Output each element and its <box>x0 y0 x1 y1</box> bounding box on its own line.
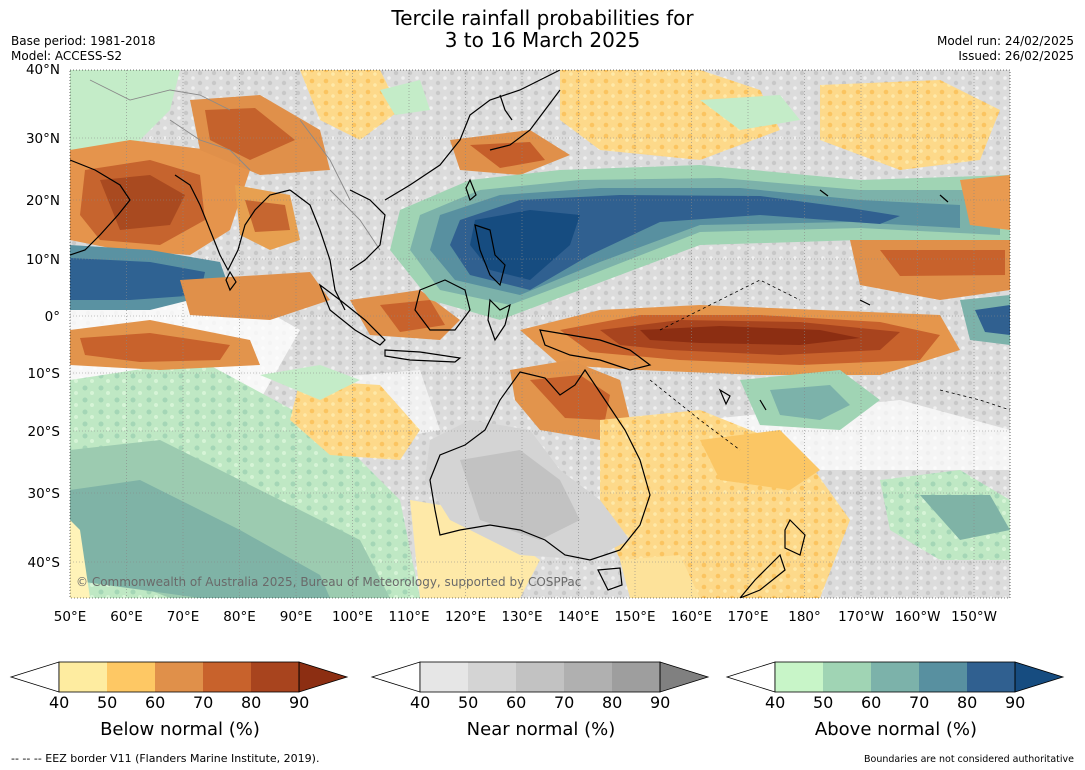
colorbar-tick: 50 <box>813 693 834 712</box>
lat-label: 40°S <box>28 555 61 571</box>
colorbar-tick: 50 <box>458 693 479 712</box>
colorbar-tick: 80 <box>957 693 978 712</box>
lon-label: 90°E <box>280 609 312 625</box>
colorbar-title: Near normal (%) <box>466 719 616 740</box>
lon-label: 130°E <box>501 609 542 625</box>
colorbar-segment <box>564 662 612 692</box>
colorbar-extend-high <box>659 661 710 693</box>
colorbar-above-normal <box>725 661 1065 693</box>
lon-label: 60°E <box>110 609 142 625</box>
colorbar-title: Above normal (%) <box>814 719 978 740</box>
colorbar-tick: 80 <box>241 693 262 712</box>
model-name: Model: ACCESS-S2 <box>11 49 123 63</box>
lat-label: 40°N <box>26 62 60 78</box>
colorbar-frame <box>774 661 1016 693</box>
colorbar-tick: 60 <box>861 693 882 712</box>
colorbar-segment <box>59 662 107 692</box>
copyright-text: © Commonwealth of Australia 2025, Bureau… <box>76 575 581 589</box>
eez-footnote: -- -- -- EEZ border V11 (Flanders Marine… <box>11 752 320 765</box>
colorbar-extend-high <box>1014 661 1065 693</box>
lat-label: 30°S <box>28 486 61 502</box>
colorbar-segment <box>612 662 660 692</box>
model-run: Model run: 24/02/2025 <box>936 34 1074 48</box>
colorbar-tick: 90 <box>1005 693 1026 712</box>
colorbar-tick: 40 <box>410 693 431 712</box>
lon-axis-labels: 50°E 60°E 70°E 80°E 90°E 100°E 110°E 120… <box>54 609 997 625</box>
colorbar-tick: 60 <box>145 693 166 712</box>
lat-label: 0° <box>45 309 60 325</box>
colorbar-segment <box>203 662 251 692</box>
colorbar-segment <box>251 662 299 692</box>
lat-axis-labels: 40°N 30°N 20°N 10°N 0° 10°S 20°S 30°S 40… <box>26 62 60 571</box>
lon-label: 160°E <box>671 609 712 625</box>
lon-label: 150°W <box>951 609 997 625</box>
colorbar-frame <box>58 661 300 693</box>
boundaries-disclaimer: Boundaries are not considered authoritat… <box>864 754 1074 765</box>
lon-label: 140°E <box>558 609 599 625</box>
lon-label: 180° <box>788 609 821 625</box>
colorbar-tick: 50 <box>97 693 118 712</box>
lon-label: 170°W <box>838 609 884 625</box>
colorbar-tick: 40 <box>49 693 70 712</box>
lon-label: 120°E <box>445 609 486 625</box>
lon-label: 170°E <box>727 609 768 625</box>
probability-field <box>70 70 1010 598</box>
colorbar-tick: 90 <box>650 693 671 712</box>
colorbar-segment <box>468 662 516 692</box>
colorbar-title: Below normal (%) <box>100 719 260 740</box>
lon-label: 50°E <box>54 609 86 625</box>
lat-label: 20°S <box>28 424 61 440</box>
lon-label: 100°E <box>332 609 373 625</box>
lon-label: 70°E <box>167 609 199 625</box>
lon-label: 160°W <box>895 609 941 625</box>
colorbar-extend-low <box>9 661 60 693</box>
colorbar-extend-low <box>725 661 776 693</box>
colorbar-tick: 70 <box>909 693 930 712</box>
colorbar-segment <box>107 662 155 692</box>
lat-label: 30°N <box>26 131 60 147</box>
colorbar-near-normal <box>370 661 710 693</box>
colorbar-tick: 70 <box>554 693 575 712</box>
colorbar-segment <box>967 662 1015 692</box>
lat-label: 10°S <box>28 366 61 382</box>
lon-label: 110°E <box>388 609 429 625</box>
colorbar-below-normal <box>9 661 349 693</box>
base-period: Base period: 1981-2018 <box>11 34 156 48</box>
colorbar-tick: 80 <box>602 693 623 712</box>
colorbar-tick: 70 <box>193 693 214 712</box>
colorbar-tick: 60 <box>506 693 527 712</box>
colorbar-segment <box>871 662 919 692</box>
colorbar-segment <box>155 662 203 692</box>
colorbar-segment <box>516 662 564 692</box>
lon-label: 80°E <box>223 609 255 625</box>
colorbar-extend-high <box>298 661 349 693</box>
lat-label: 10°N <box>26 252 60 268</box>
colorbar-frame <box>419 661 661 693</box>
colorbar-extend-low <box>370 661 421 693</box>
colorbar-tick: 40 <box>765 693 786 712</box>
colorbar-segment <box>823 662 871 692</box>
lat-label: 20°N <box>26 193 60 209</box>
issued-date: Issued: 26/02/2025 <box>958 49 1074 63</box>
colorbar-segment <box>919 662 967 692</box>
lon-label: 150°E <box>614 609 655 625</box>
coastlines <box>70 70 949 598</box>
colorbar-tick: 90 <box>289 693 310 712</box>
title-line-1: Tercile rainfall probabilities for <box>391 6 694 30</box>
title-line-2: 3 to 16 March 2025 <box>444 28 641 52</box>
colorbar-segment <box>420 662 468 692</box>
colorbar-segment <box>775 662 823 692</box>
